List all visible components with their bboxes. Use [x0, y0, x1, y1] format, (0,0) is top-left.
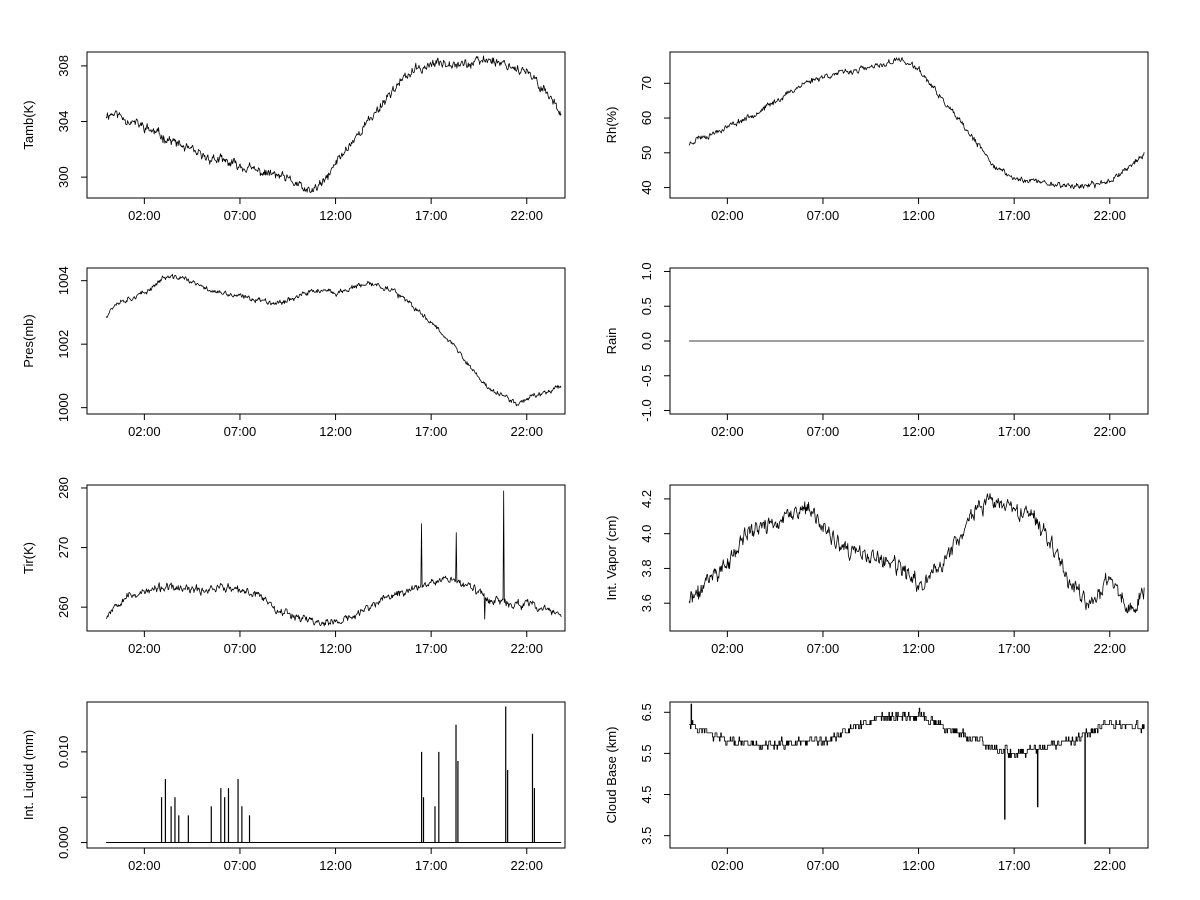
y-tick-label: 70 — [639, 76, 654, 90]
plot-frame — [86, 701, 566, 849]
x-tick-label: 12:00 — [319, 424, 352, 439]
y-tick-label: 270 — [56, 537, 71, 559]
chart-panel-4: 02:00 07:00 12:00 17:00 22:00 -1.0 -0.5 0.0 0.5 1… — [604, 262, 1149, 439]
plot-frame — [86, 51, 566, 199]
x-tick-label: 02:00 — [128, 641, 161, 656]
y-tick-label: 1.0 — [639, 262, 654, 280]
y-tick-label: 300 — [56, 166, 71, 188]
chart-panel-6: 02:00 07:00 12:00 17:00 22:00 3.6 3.8 4.0 4.2 Int… — [604, 484, 1149, 656]
x-tick-label: 02:00 — [711, 424, 744, 439]
x-tick-label: 17:00 — [998, 208, 1031, 223]
x-tick-label: 17:00 — [415, 424, 448, 439]
plot-frame — [669, 51, 1149, 199]
x-tick-label: 07:00 — [224, 858, 257, 873]
chart-panel-1: 02:00 07:00 12:00 17:00 22:00 300 304 308 Tamb(K… — [21, 51, 566, 223]
y-tick-label: 60 — [639, 111, 654, 125]
y-tick-label: 3.8 — [639, 559, 654, 577]
y-axis-title: Tir(K) — [21, 542, 36, 574]
y-tick-label: 0.000 — [56, 826, 71, 859]
y-tick-label: 6.5 — [639, 703, 654, 721]
y-axis-title: Rain — [604, 328, 619, 355]
x-tick-label: 17:00 — [415, 858, 448, 873]
x-tick-label: 02:00 — [711, 641, 744, 656]
chart-panel-7: 02:00 07:00 12:00 17:00 22:00 0.000 0.010 Int. … — [21, 701, 566, 873]
data-line — [689, 703, 1145, 845]
data-line — [105, 55, 562, 194]
x-tick-label: 17:00 — [998, 858, 1031, 873]
y-tick-label: 4.5 — [639, 785, 654, 803]
y-tick-label: 0.5 — [639, 297, 654, 315]
y-tick-label: 5.5 — [639, 744, 654, 762]
x-tick-label: 22:00 — [510, 641, 543, 656]
y-tick-label: 1002 — [56, 330, 71, 359]
plot-frame — [669, 701, 1149, 849]
x-tick-label: 07:00 — [224, 641, 257, 656]
y-axis-title: Int. Liquid (mm) — [21, 730, 36, 820]
y-tick-label: -0.5 — [639, 365, 654, 387]
chart-panel-2: 02:00 07:00 12:00 17:00 22:00 40 50 60 70 Rh(%) — [604, 51, 1149, 223]
x-tick-label: 07:00 — [224, 208, 257, 223]
x-tick-label: 17:00 — [998, 424, 1031, 439]
y-tick-label: 1000 — [56, 393, 71, 422]
x-tick-label: 22:00 — [1093, 641, 1126, 656]
x-tick-label: 12:00 — [902, 641, 935, 656]
x-tick-label: 12:00 — [319, 208, 352, 223]
y-tick-label: 3.6 — [639, 594, 654, 612]
y-axis-title: Pres(mb) — [21, 314, 36, 367]
data-line — [688, 493, 1145, 614]
x-tick-label: 12:00 — [902, 858, 935, 873]
x-tick-label: 22:00 — [1093, 858, 1126, 873]
chart-panel-8: 02:00 07:00 12:00 17:00 22:00 3.5 4.5 5.5 6.5 Clo… — [604, 701, 1149, 873]
x-tick-label: 12:00 — [319, 858, 352, 873]
x-tick-label: 22:00 — [510, 208, 543, 223]
x-tick-label: 02:00 — [711, 858, 744, 873]
y-tick-label: 308 — [56, 55, 71, 77]
chart-panel-3: 02:00 07:00 12:00 17:00 22:00 1000 1002 1004 Pre… — [21, 266, 566, 439]
x-tick-label: 17:00 — [415, 641, 448, 656]
y-tick-label: 4.2 — [639, 490, 654, 508]
x-tick-label: 02:00 — [128, 424, 161, 439]
y-axis-title: Tamb(K) — [21, 100, 36, 149]
y-tick-label: 260 — [56, 596, 71, 618]
x-tick-label: 02:00 — [711, 208, 744, 223]
y-axis-title: Cloud Base (km) — [604, 727, 619, 824]
y-tick-label: 50 — [639, 146, 654, 160]
x-tick-label: 17:00 — [998, 641, 1031, 656]
plot-frame — [86, 267, 566, 415]
chart-panel-5: 02:00 07:00 12:00 17:00 22:00 260 270 280 Tir(K) — [21, 477, 566, 656]
x-tick-label: 12:00 — [319, 641, 352, 656]
data-line — [688, 57, 1145, 190]
x-tick-label: 22:00 — [510, 858, 543, 873]
x-tick-label: 02:00 — [128, 208, 161, 223]
x-tick-label: 07:00 — [807, 641, 840, 656]
x-tick-label: 07:00 — [224, 424, 257, 439]
x-tick-label: 02:00 — [128, 858, 161, 873]
y-tick-label: 4.0 — [639, 525, 654, 543]
x-tick-label: 22:00 — [510, 424, 543, 439]
x-tick-label: 22:00 — [1093, 208, 1126, 223]
y-tick-label: 1004 — [56, 266, 71, 295]
data-line — [105, 490, 562, 627]
y-tick-label: -1.0 — [639, 399, 654, 421]
y-tick-label: 0.0 — [639, 332, 654, 350]
y-tick-label: 280 — [56, 477, 71, 499]
x-tick-label: 07:00 — [807, 424, 840, 439]
x-tick-label: 07:00 — [807, 858, 840, 873]
y-tick-label: 3.5 — [639, 827, 654, 845]
plot-frame — [86, 484, 566, 632]
y-axis-title: Int. Vapor (cm) — [604, 515, 619, 600]
x-tick-label: 17:00 — [415, 208, 448, 223]
x-tick-label: 22:00 — [1093, 424, 1126, 439]
x-tick-label: 07:00 — [807, 208, 840, 223]
y-tick-label: 0.010 — [56, 736, 71, 769]
x-tick-label: 12:00 — [902, 424, 935, 439]
data-line — [105, 273, 562, 407]
y-tick-label: 40 — [639, 180, 654, 194]
plot-frame — [669, 484, 1149, 632]
x-tick-label: 12:00 — [902, 208, 935, 223]
y-axis-title: Rh(%) — [604, 107, 619, 144]
y-tick-label: 304 — [56, 111, 71, 133]
